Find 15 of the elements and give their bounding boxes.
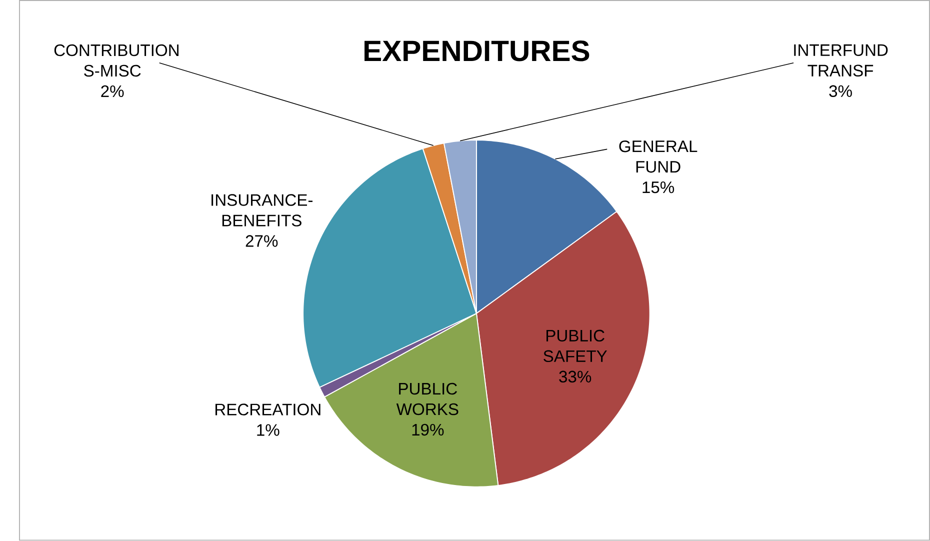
slice-label: PUBLIC SAFETY bbox=[544, 330, 607, 362]
slice-label: INSURANCE-BENEFITS bbox=[212, 194, 312, 227]
data-label: 3% bbox=[829, 85, 852, 98]
slice-label: CONTRIBUTION S-MISC bbox=[54, 44, 178, 77]
chart-title: EXPENDITURES bbox=[364, 40, 590, 62]
slice-label: RECREATION bbox=[215, 404, 320, 416]
slice-label: GENERAL FUND bbox=[619, 140, 698, 173]
data-label: 19% bbox=[412, 424, 444, 436]
data-label: 15% bbox=[642, 182, 674, 194]
data-label: 1% bbox=[257, 424, 280, 436]
slice-label: PUBLIC WORKS bbox=[396, 383, 458, 416]
slice-label: INTERFUND TRANSF bbox=[794, 44, 888, 77]
data-label: 2% bbox=[101, 86, 124, 98]
data-label: 27% bbox=[246, 235, 278, 247]
data-label: 33% bbox=[559, 370, 592, 383]
